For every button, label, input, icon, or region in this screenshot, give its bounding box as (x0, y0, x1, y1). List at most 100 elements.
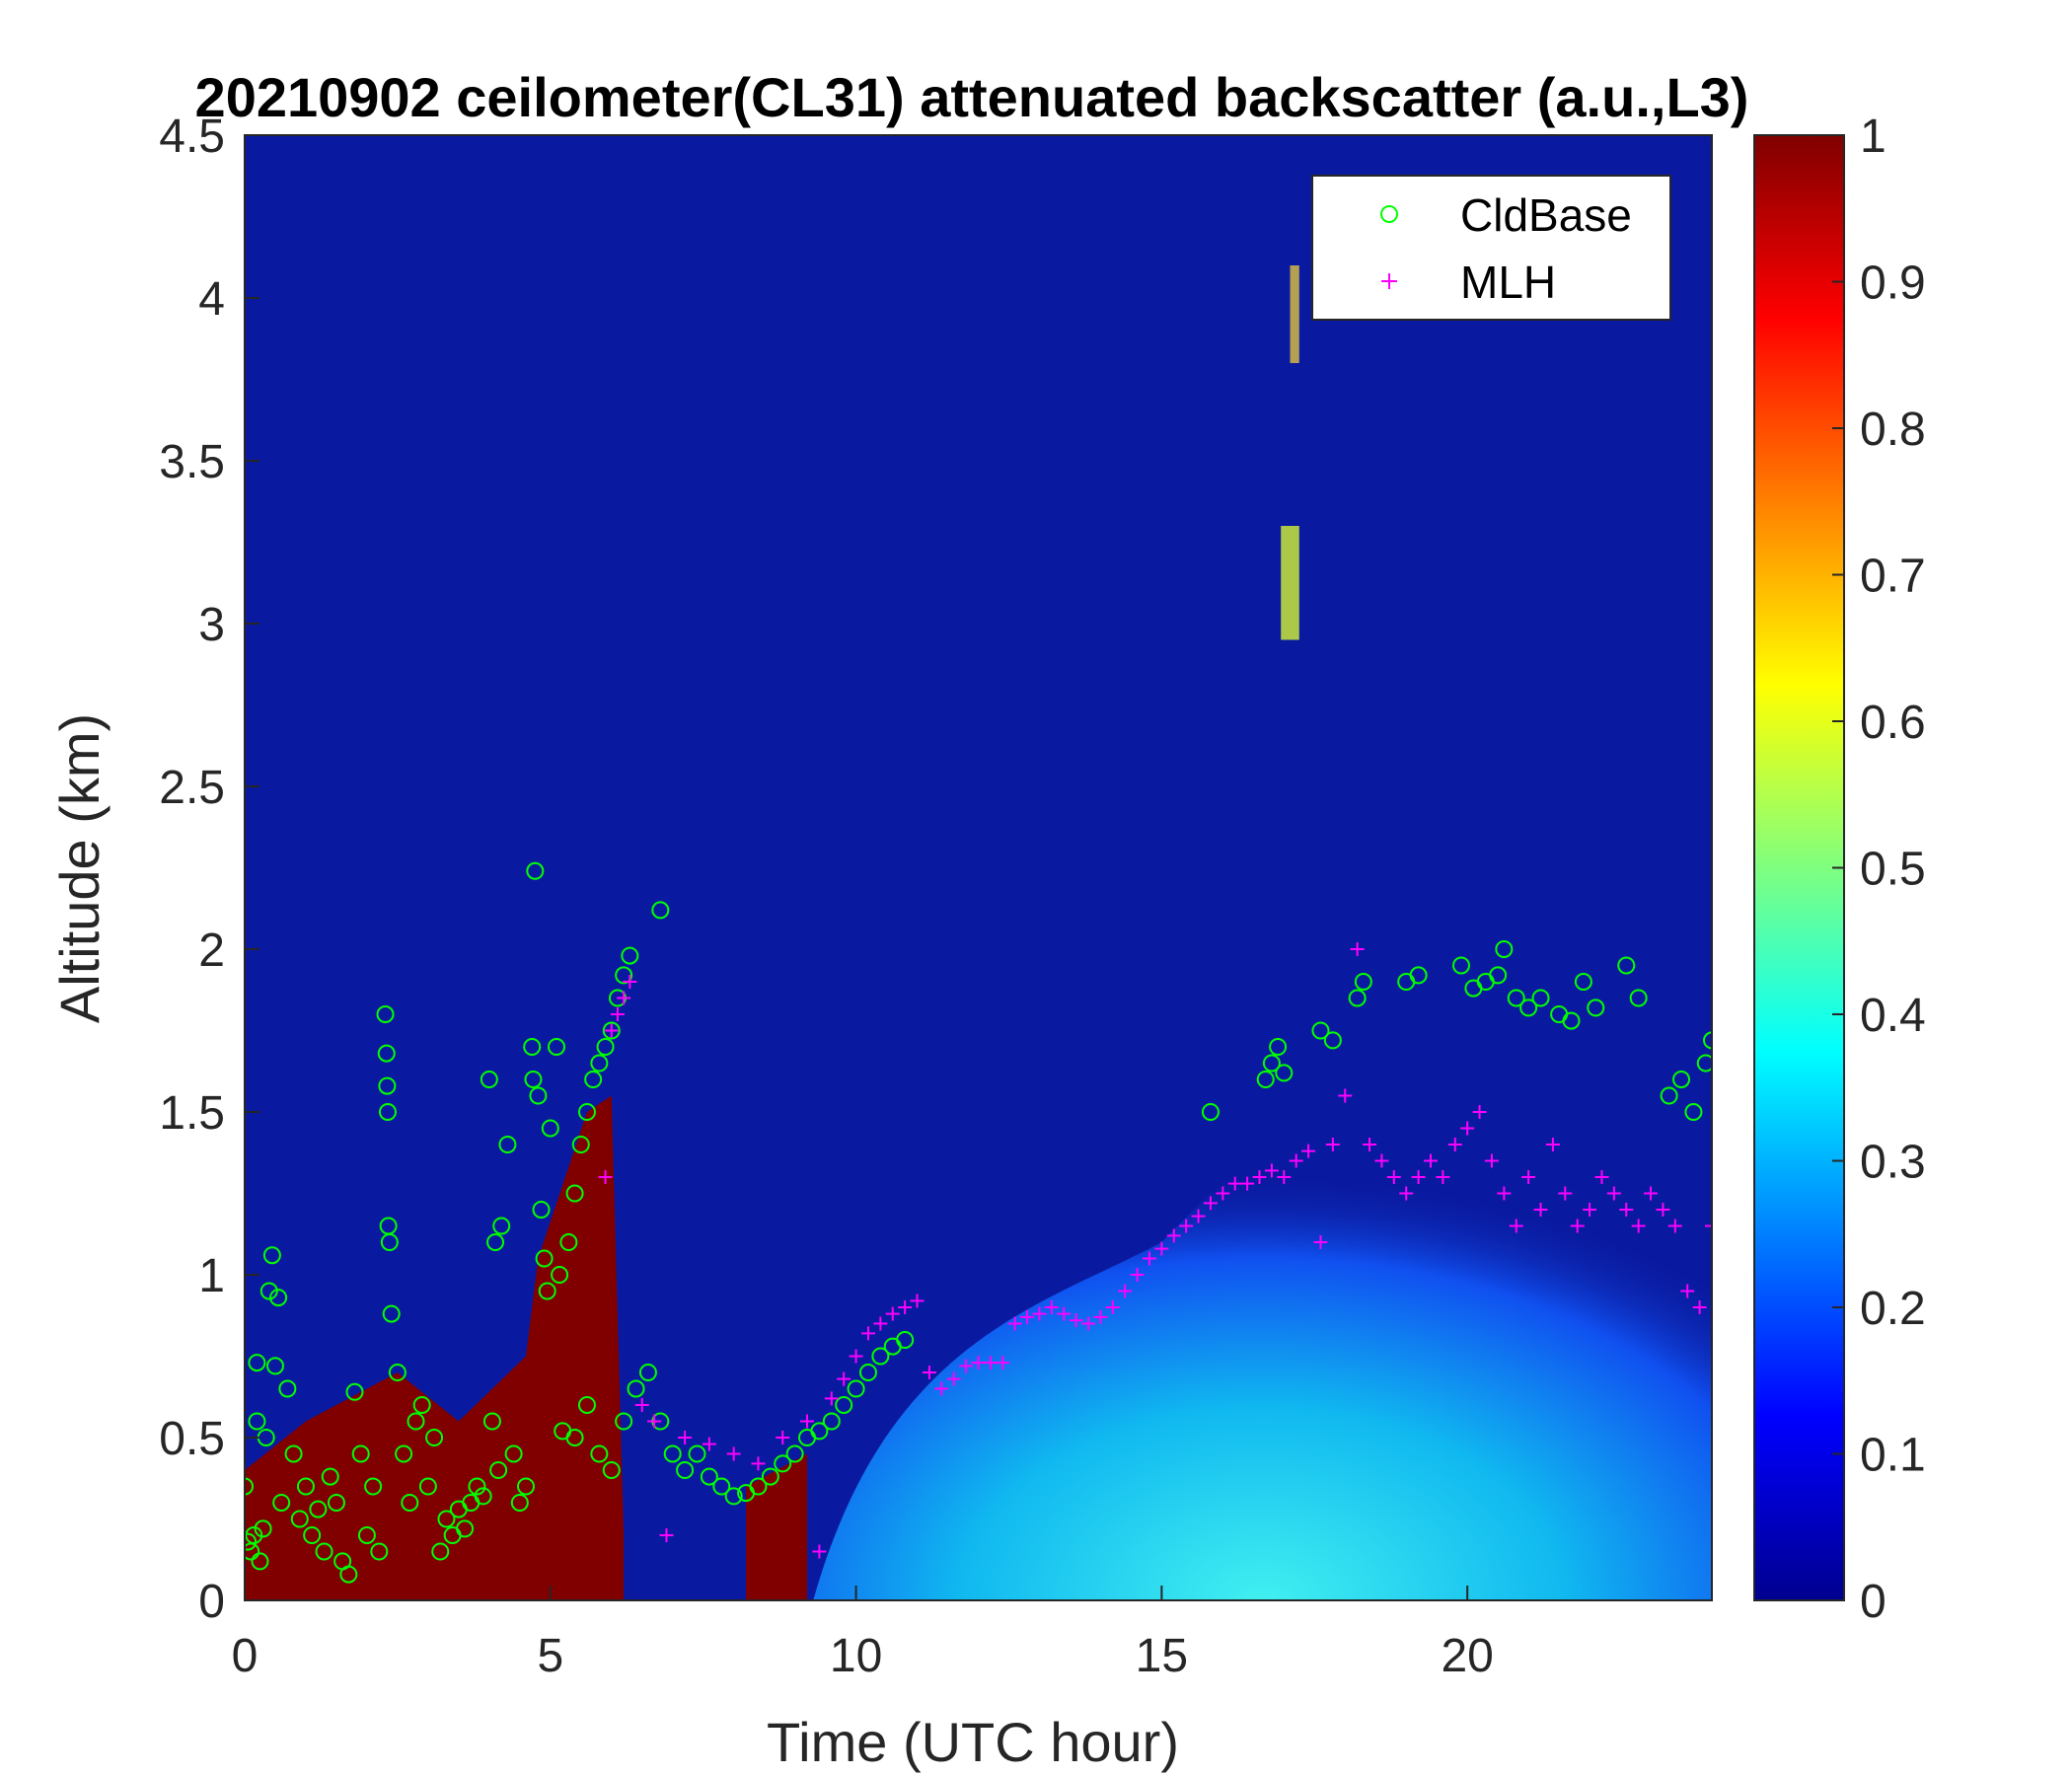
cldbase-point (590, 1054, 609, 1073)
cldbase-point (351, 1444, 370, 1463)
cldbase-point (688, 1444, 706, 1463)
mlh-point (934, 1381, 949, 1396)
mlh-point (1325, 1138, 1340, 1151)
cldbase-point (590, 1444, 609, 1463)
mlh-point (1130, 1268, 1145, 1282)
cldbase-point (382, 1304, 401, 1323)
cldbase-point (437, 1510, 456, 1528)
cldbase-point (265, 1357, 284, 1375)
cldbase-point (517, 1477, 536, 1496)
cldbase-point (535, 1249, 554, 1268)
y-axis-title: Altitude (km) (48, 713, 111, 1023)
y-tick-label: 2.5 (159, 762, 225, 814)
mlh-point (1252, 1170, 1267, 1184)
cldbase-point (376, 1005, 395, 1023)
x-tick-label: 20 (1441, 1630, 1493, 1682)
cldbase-point (526, 861, 545, 880)
cldbase-point (321, 1467, 339, 1486)
mlh-point (971, 1356, 986, 1370)
cldbase-point (602, 1021, 621, 1040)
cldbase-point (482, 1412, 501, 1431)
mlh-point (1386, 1170, 1401, 1184)
cldbase-point (615, 966, 633, 985)
mlh-point (1277, 1170, 1292, 1184)
cldbase-point (407, 1412, 425, 1431)
cldbase-point (638, 1364, 657, 1381)
cldbase-point (1262, 1054, 1281, 1073)
cldbase-point (676, 1461, 695, 1479)
cldbase-point (327, 1494, 345, 1512)
mlh-point (1472, 1105, 1487, 1119)
y-tick-label: 1 (198, 1250, 225, 1302)
cldbase-point (395, 1444, 413, 1463)
mlh-point (1166, 1228, 1181, 1243)
cldbase-point (1489, 966, 1508, 985)
mlh-point (1007, 1316, 1022, 1331)
mlh-point (885, 1306, 900, 1321)
mlh-point (1667, 1219, 1682, 1233)
cldbase-point (510, 1494, 529, 1512)
mlh-point (702, 1437, 716, 1451)
mlh-point (647, 1414, 662, 1429)
backscatter-heatmap (245, 135, 1712, 1600)
cldbase-point (847, 1379, 865, 1398)
cldbase-point (1256, 1071, 1275, 1088)
mlh-point (983, 1356, 998, 1370)
cldbase-point (401, 1494, 419, 1512)
cldbase-point (532, 1201, 551, 1219)
cldbase-point (245, 1477, 254, 1496)
cldbase-point (272, 1494, 291, 1512)
cldbase-point (486, 1233, 505, 1251)
cldbase-point (615, 1412, 633, 1431)
mlh-point (610, 1007, 625, 1021)
mlh-point (751, 1456, 766, 1471)
colorbar-ticks: 0 0.1 0.2 0.3 0.4 0.5 0.6 0.7 0.8 0.9 1 (1832, 111, 1926, 1628)
legend-cldbase-label: CldBase (1460, 189, 1632, 241)
cldbase-point (480, 1071, 498, 1088)
cldbase-point (278, 1379, 297, 1398)
cldbase-point (712, 1477, 731, 1496)
mlh-point (1509, 1219, 1523, 1233)
cldbase-point (871, 1347, 890, 1366)
cldbase-point (1617, 956, 1636, 975)
mlh-point (634, 1398, 649, 1412)
cldbase-point (577, 1396, 596, 1414)
mlh-point (1484, 1153, 1499, 1168)
cldbase-point (858, 1364, 877, 1381)
cldbase-point (425, 1429, 444, 1446)
mlh-point (1545, 1138, 1560, 1151)
cldbase-point (498, 1136, 517, 1153)
mlh-point (1606, 1186, 1621, 1201)
mlh-point (1154, 1241, 1169, 1256)
mlh-point (1436, 1170, 1450, 1184)
mlh-point (824, 1391, 839, 1406)
mlh-point (1583, 1203, 1597, 1217)
cldbase-point (303, 1526, 322, 1544)
mlh-point (1191, 1209, 1206, 1223)
mlh-point (1521, 1170, 1536, 1184)
cldbase-point (621, 946, 639, 965)
cldbase-point (1348, 989, 1367, 1007)
cldbase-point (835, 1396, 853, 1414)
upper-cloud-patch-2 (1290, 265, 1299, 363)
plot-area (244, 134, 1713, 1601)
cldbase-point (259, 1282, 278, 1300)
mlh-point (1069, 1313, 1083, 1328)
mlh-point (1619, 1203, 1634, 1217)
mlh-point (910, 1294, 925, 1308)
colorbar-tick-label: 0.6 (1860, 697, 1926, 749)
mlh-point (1093, 1309, 1108, 1324)
upper-cloud-patch (1281, 526, 1299, 640)
cldbase-point (571, 1136, 590, 1153)
mlh-point (1240, 1176, 1255, 1191)
mlh-point (1399, 1186, 1414, 1201)
mlh-point (623, 975, 637, 989)
mlh-point (860, 1326, 875, 1341)
colorbar-tick-label: 0 (1860, 1576, 1887, 1628)
cldbase-point (724, 1487, 743, 1506)
cldbase-point (785, 1444, 804, 1463)
cldbase-point (284, 1444, 303, 1463)
mlh-point (1142, 1251, 1156, 1266)
cldbase-point (1574, 973, 1592, 991)
mlh-point (1423, 1153, 1438, 1168)
